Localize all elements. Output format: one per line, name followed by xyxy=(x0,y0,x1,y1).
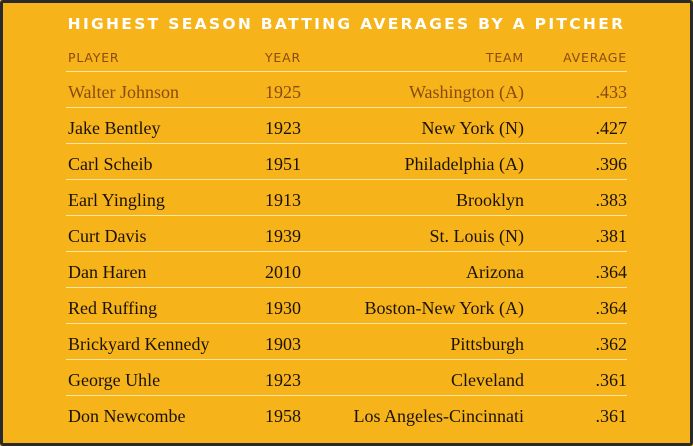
cell-average: .364 xyxy=(595,298,628,318)
cell-team: Philadelphia (A) xyxy=(404,154,524,174)
cell-year: 2010 xyxy=(265,262,301,282)
cell-year: 1925 xyxy=(265,82,301,102)
table-row: Don Newcombe 1958 Los Angeles-Cincinnati .3… xyxy=(66,396,627,431)
cell-player: Curt Davis xyxy=(68,226,147,246)
cell-player: George Uhle xyxy=(68,370,161,390)
header-average: AVERAGE xyxy=(563,50,627,65)
cell-average: .361 xyxy=(595,406,628,426)
table-row: Curt Davis 1939 St. Louis (N) .381 xyxy=(66,216,627,252)
table-body: Walter Johnson 1925 Washington (A) .433 Jake… xyxy=(66,72,627,431)
cell-average: .427 xyxy=(595,118,628,138)
cell-year: 1930 xyxy=(265,298,301,318)
cell-player: Don Newcombe xyxy=(68,406,186,426)
batting-average-table: PLAYER YEAR TEAM AVERAGE Walter Johnson 1… xyxy=(66,43,627,431)
cell-year: 1913 xyxy=(265,190,301,210)
cell-player: Red Ruffing xyxy=(68,298,158,318)
cell-average: .364 xyxy=(595,262,628,282)
table-header: PLAYER YEAR TEAM AVERAGE xyxy=(66,43,627,72)
cell-year: 1939 xyxy=(265,226,301,246)
cell-average: .433 xyxy=(595,82,628,102)
cell-average: .396 xyxy=(595,154,628,174)
cell-team: Boston-New York (A) xyxy=(364,298,524,318)
table-row: Jake Bentley 1923 New York (N) .427 xyxy=(66,108,627,144)
cell-player: Jake Bentley xyxy=(68,118,161,138)
header-team: TEAM xyxy=(485,50,524,65)
cell-year: 1923 xyxy=(265,370,301,390)
cell-team: Cleveland xyxy=(451,370,524,390)
cell-year: 1923 xyxy=(265,118,301,138)
cell-year: 1951 xyxy=(265,154,301,174)
table-row: Carl Scheib 1951 Philadelphia (A) .396 xyxy=(66,144,627,180)
table-title: HIGHEST SEASON BATTING AVERAGES BY A PIT… xyxy=(67,15,626,33)
cell-team: St. Louis (N) xyxy=(429,226,525,246)
cell-team: Los Angeles-Cincinnati xyxy=(353,406,524,426)
cell-year: 1958 xyxy=(265,406,301,426)
header-year: YEAR xyxy=(265,50,301,65)
table-row: Dan Haren 2010 Arizona .364 xyxy=(66,252,627,288)
table-row: Red Ruffing 1930 Boston-New York (A) .364 xyxy=(66,288,627,324)
header-player: PLAYER xyxy=(68,50,120,65)
cell-player: Earl Yingling xyxy=(68,190,165,210)
cell-team: New York (N) xyxy=(421,118,525,138)
cell-player: Brickyard Kennedy xyxy=(68,334,210,354)
cell-average: .361 xyxy=(595,370,628,390)
cell-average: .383 xyxy=(595,190,628,210)
cell-year: 1903 xyxy=(265,334,301,354)
cell-team: Arizona xyxy=(466,262,524,282)
cell-team: Brooklyn xyxy=(455,190,524,210)
cell-team: Pittsburgh xyxy=(450,334,524,354)
cell-team: Washington (A) xyxy=(408,82,524,102)
table-row: Brickyard Kennedy 1903 Pittsburgh .362 xyxy=(66,324,627,360)
table-row: Earl Yingling 1913 Brooklyn .383 xyxy=(66,180,627,216)
table-row: George Uhle 1923 Cleveland .361 xyxy=(66,360,627,396)
cell-average: .381 xyxy=(595,226,628,246)
cell-player: Carl Scheib xyxy=(68,154,153,174)
table-row: Walter Johnson 1925 Washington (A) .433 xyxy=(66,72,627,108)
cell-average: .362 xyxy=(595,334,628,354)
cell-player: Dan Haren xyxy=(68,262,147,282)
cell-player: Walter Johnson xyxy=(68,82,180,102)
